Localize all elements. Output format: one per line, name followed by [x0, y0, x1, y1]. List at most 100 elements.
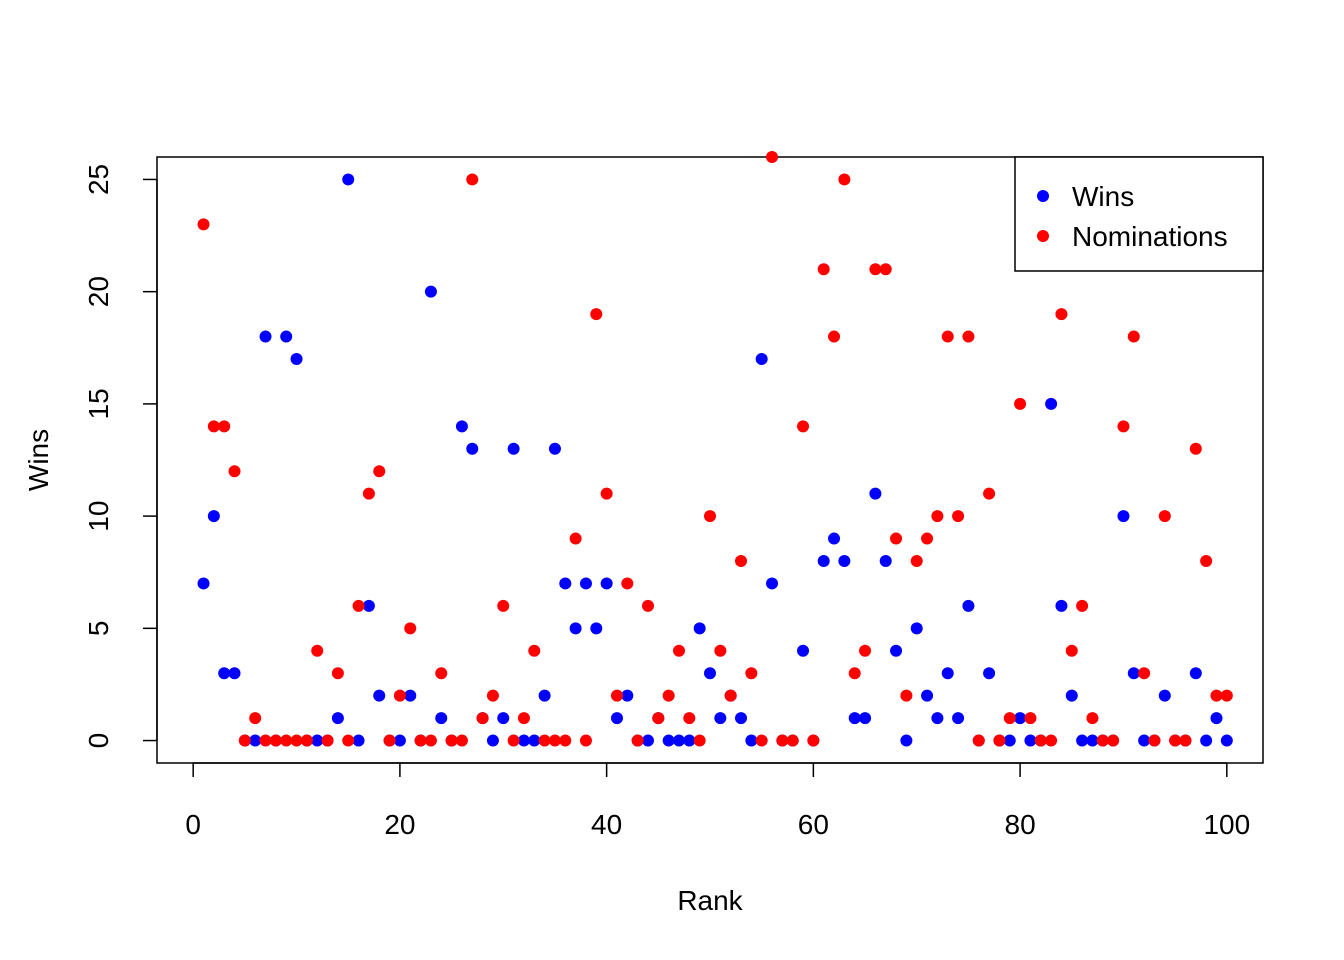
point-wins: [228, 667, 241, 680]
point-nominations: [859, 644, 872, 657]
point-nominations: [662, 689, 675, 702]
point-nominations: [621, 577, 634, 590]
point-wins: [983, 667, 996, 680]
x-tick-label: 0: [185, 809, 201, 840]
point-nominations: [1096, 734, 1109, 747]
point-wins: [424, 285, 437, 298]
x-axis: 0 20 40 60 80 100: [185, 762, 1250, 840]
point-wins: [621, 689, 634, 702]
point-nominations: [435, 667, 448, 680]
y-axis: 0 5 10 15 20 25: [83, 164, 158, 748]
point-wins: [1024, 734, 1037, 747]
point-nominations: [1065, 644, 1078, 657]
point-wins: [331, 712, 344, 725]
point-wins: [207, 510, 220, 523]
point-wins: [590, 622, 603, 635]
point-nominations: [910, 555, 923, 567]
point-nominations: [362, 487, 375, 500]
point-nominations: [941, 330, 954, 343]
y-axis-label: Wins: [23, 429, 54, 491]
point-nominations: [228, 465, 241, 478]
point-nominations: [693, 734, 706, 747]
point-wins: [1055, 599, 1068, 612]
point-nominations: [1086, 712, 1099, 725]
point-wins: [890, 644, 903, 657]
point-nominations: [476, 712, 489, 725]
point-nominations: [1003, 712, 1016, 725]
data-points: [197, 151, 1233, 747]
point-nominations: [962, 330, 975, 343]
point-wins: [579, 577, 592, 590]
point-wins: [672, 734, 685, 747]
point-wins: [910, 622, 923, 635]
point-wins: [528, 734, 541, 747]
point-nominations: [735, 555, 748, 567]
point-wins: [280, 330, 293, 343]
point-wins: [497, 712, 510, 725]
x-tick-label: 100: [1203, 809, 1250, 840]
y-tick-label: 5: [83, 621, 114, 637]
point-nominations: [373, 465, 386, 478]
point-nominations: [1220, 689, 1233, 702]
point-nominations: [352, 599, 365, 612]
point-nominations: [724, 689, 737, 702]
point-nominations: [259, 734, 272, 747]
point-nominations: [766, 151, 779, 163]
point-wins: [828, 532, 841, 545]
x-tick-label: 20: [384, 809, 415, 840]
point-nominations: [1034, 734, 1047, 747]
point-wins: [962, 599, 975, 612]
point-nominations: [1189, 442, 1202, 455]
point-wins: [249, 734, 262, 747]
point-wins: [766, 577, 779, 590]
point-nominations: [704, 510, 716, 523]
point-wins: [1127, 667, 1140, 680]
point-wins: [373, 689, 386, 702]
point-nominations: [331, 667, 344, 680]
point-nominations: [207, 420, 220, 433]
point-wins: [600, 577, 613, 590]
point-wins: [745, 734, 758, 747]
point-nominations: [745, 667, 758, 680]
legend: Wins Nominations: [1014, 156, 1264, 272]
point-wins: [548, 442, 561, 455]
point-wins: [1117, 510, 1130, 523]
point-wins: [941, 667, 954, 680]
point-wins: [311, 734, 324, 747]
point-nominations: [817, 263, 830, 276]
point-wins: [1003, 734, 1016, 747]
point-nominations: [342, 734, 355, 747]
point-nominations: [424, 734, 437, 747]
point-nominations: [755, 734, 768, 747]
point-nominations: [1169, 734, 1182, 747]
x-tick-label: 80: [1005, 809, 1036, 840]
point-wins: [404, 689, 417, 702]
point-wins: [1158, 689, 1171, 702]
point-nominations: [590, 308, 603, 321]
point-wins: [838, 555, 851, 567]
x-axis-label: Rank: [677, 885, 743, 916]
point-nominations: [269, 734, 282, 747]
point-nominations: [797, 420, 810, 433]
point-wins: [931, 712, 944, 725]
point-nominations: [1127, 330, 1140, 343]
point-wins: [848, 712, 861, 725]
point-wins: [755, 353, 768, 365]
point-wins: [352, 734, 365, 747]
point-nominations: [1179, 734, 1192, 747]
point-nominations: [921, 532, 934, 545]
legend-label-nominations: Nominations: [1072, 221, 1228, 252]
legend-box: [1014, 156, 1264, 272]
point-nominations: [280, 734, 293, 747]
point-wins: [1220, 734, 1233, 747]
point-nominations: [838, 173, 851, 186]
point-wins: [1045, 397, 1058, 410]
point-wins: [1065, 689, 1078, 702]
point-nominations: [517, 712, 530, 725]
point-nominations: [290, 734, 303, 747]
point-wins: [714, 712, 727, 725]
point-nominations: [1117, 420, 1130, 433]
point-nominations: [879, 263, 892, 276]
point-wins: [559, 577, 572, 590]
